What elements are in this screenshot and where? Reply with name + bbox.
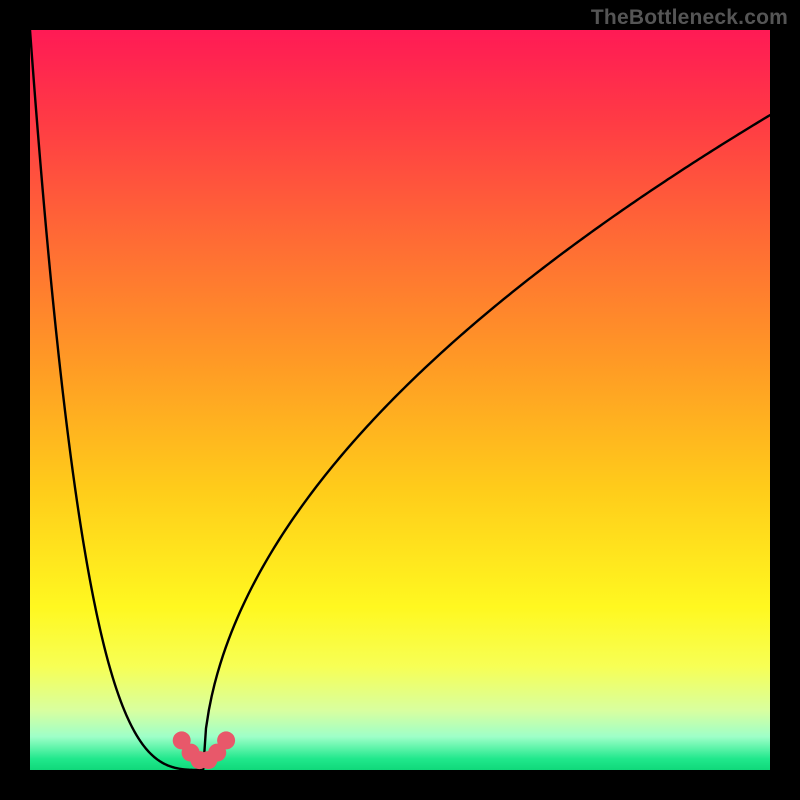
chart-container: TheBottleneck.com — [0, 0, 800, 800]
valley-marker — [217, 731, 235, 749]
watermark-text: TheBottleneck.com — [591, 6, 788, 30]
plot-background — [30, 30, 770, 770]
bottleneck-chart — [0, 0, 800, 800]
